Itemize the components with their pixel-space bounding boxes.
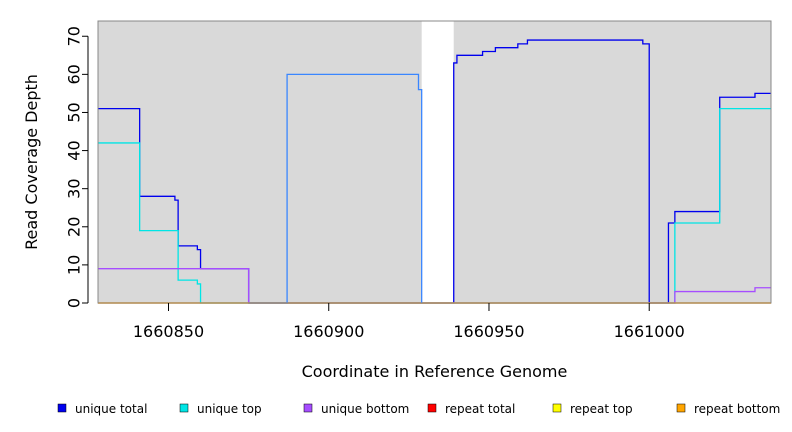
legend-swatch-repeat-bottom <box>676 403 686 413</box>
gap-region-0 <box>421 21 454 303</box>
series-line-unique-top <box>98 108 771 304</box>
x-tick-label-1660850: 1660850 <box>133 322 204 341</box>
y-tick-label-60: 60 <box>65 64 84 84</box>
series-line-unique-bottom <box>98 268 771 304</box>
y-tick-label-0: 0 <box>65 298 84 308</box>
legend-label-unique-top: unique top <box>197 402 262 416</box>
y-tick-label-10: 10 <box>65 255 84 275</box>
legend-swatch-repeat-top <box>552 403 562 413</box>
y-tick-label-20: 20 <box>65 217 84 237</box>
legend-label-unique-bottom: unique bottom <box>321 402 409 416</box>
gap-regions <box>421 21 454 303</box>
legend-label-unique-total: unique total <box>75 402 147 416</box>
legend: unique total unique top unique bottom repea… <box>57 402 780 416</box>
y-axis: 0 10 20 30 40 50 60 70 <box>65 26 89 308</box>
legend-label-repeat-total: repeat total <box>445 402 515 416</box>
y-tick-label-70: 70 <box>65 26 84 46</box>
x-axis: 1660850 1660900 1660950 1661000 <box>133 303 685 341</box>
x-tick-label-1661000: 1661000 <box>614 322 685 341</box>
plot-frame <box>97 20 772 304</box>
y-axis-title: Read Coverage Depth <box>22 74 41 250</box>
series-line-unique-total <box>98 39 771 304</box>
x-tick-label-1660950: 1660950 <box>453 322 524 341</box>
legend-swatch-repeat-total <box>427 403 437 413</box>
y-tick-label-30: 30 <box>65 178 84 198</box>
legend-swatch-unique-total <box>57 403 67 413</box>
legend-swatch-unique-bottom <box>303 403 313 413</box>
x-axis-title: Coordinate in Reference Genome <box>302 362 568 381</box>
legend-label-repeat-bottom: repeat bottom <box>694 402 780 416</box>
y-tick-label-50: 50 <box>65 102 84 122</box>
legend-label-repeat-top: repeat top <box>570 402 633 416</box>
x-tick-label-1660900: 1660900 <box>293 322 364 341</box>
legend-swatch-unique-top <box>179 403 189 413</box>
y-tick-label-40: 40 <box>65 140 84 160</box>
